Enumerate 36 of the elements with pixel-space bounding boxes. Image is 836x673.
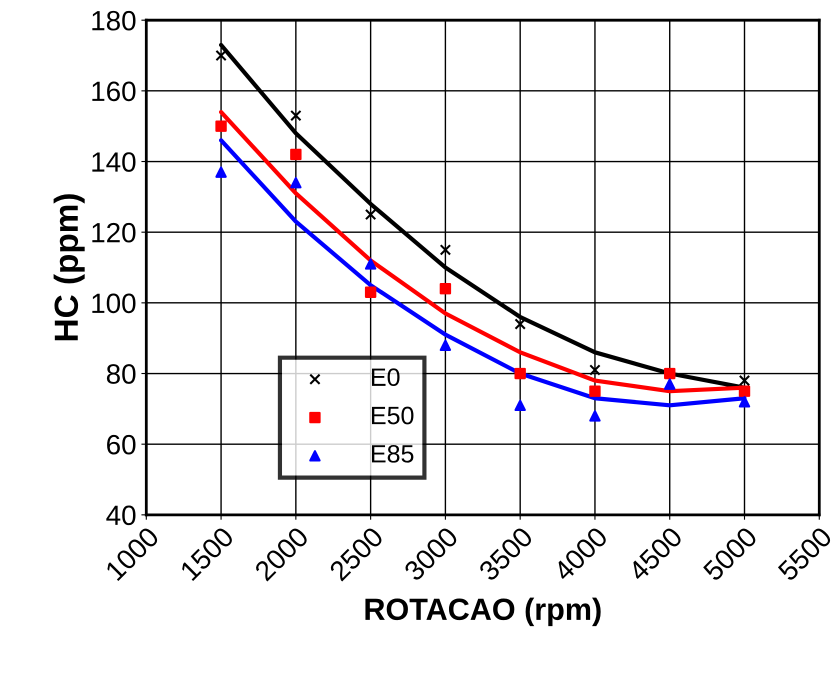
point	[364, 258, 376, 270]
legend-label: E85	[372, 444, 414, 463]
point	[514, 318, 526, 330]
x-axis-title: ROTACAO (rpm)	[365, 598, 601, 626]
point	[738, 385, 750, 397]
point	[364, 286, 376, 298]
point	[589, 364, 601, 376]
point	[290, 148, 302, 160]
point	[290, 177, 302, 188]
y-tick-label: 100	[92, 294, 136, 314]
point	[440, 244, 452, 256]
y-tick-label: 60	[107, 434, 136, 455]
legend-label: E50	[372, 406, 414, 424]
y-axis-title: HC (ppm)	[54, 194, 85, 340]
point	[589, 385, 601, 397]
point	[290, 110, 302, 122]
point	[738, 374, 750, 386]
point	[364, 208, 376, 220]
point	[215, 166, 227, 178]
point	[440, 283, 452, 294]
legend-label: E0	[372, 368, 400, 386]
point	[664, 368, 676, 380]
y-tick-label: 120	[92, 222, 136, 243]
point	[514, 400, 526, 412]
point	[738, 396, 750, 408]
y-tick-label: 140	[92, 152, 136, 172]
y-tick-label: 40	[106, 506, 136, 526]
point	[215, 120, 227, 132]
y-tick-label: 80	[106, 364, 136, 384]
point	[440, 340, 452, 351]
point	[589, 410, 601, 422]
point	[664, 378, 676, 390]
point	[514, 368, 526, 380]
point	[215, 50, 227, 62]
y-tick-label: 160	[92, 82, 136, 102]
y-tick-label: 180	[92, 10, 136, 31]
